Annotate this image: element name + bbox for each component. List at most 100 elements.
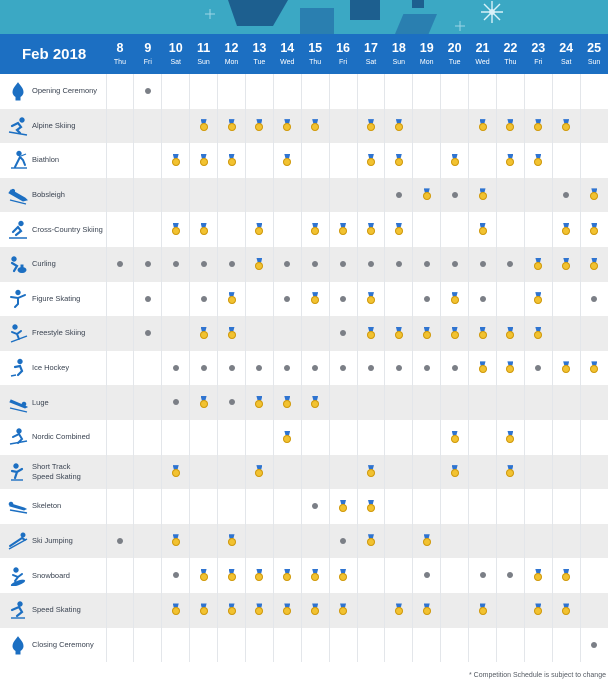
snowflake-icon bbox=[205, 6, 215, 19]
day-cell bbox=[328, 212, 358, 247]
medal-icon bbox=[199, 222, 209, 236]
event-cell: Biathlon bbox=[0, 143, 106, 178]
day-cell bbox=[244, 108, 274, 144]
day-of-week: Thu bbox=[309, 58, 322, 66]
day-cell bbox=[356, 454, 385, 490]
competition-dot bbox=[563, 191, 570, 198]
day-cell bbox=[133, 627, 162, 663]
day-cell bbox=[189, 108, 218, 144]
day-cell bbox=[495, 177, 525, 213]
day-cell bbox=[384, 246, 413, 282]
competition-dot bbox=[200, 261, 207, 268]
day-cell bbox=[189, 212, 218, 247]
day-cell bbox=[105, 592, 134, 628]
event-name: Short Track Speed Skating bbox=[32, 461, 81, 481]
day-cell bbox=[579, 523, 608, 559]
day-cell bbox=[495, 558, 525, 593]
medal-icon bbox=[505, 326, 515, 340]
medal-icon bbox=[227, 603, 237, 616]
competition-dot bbox=[228, 399, 235, 406]
day-cell bbox=[356, 523, 385, 559]
medal-icon bbox=[478, 603, 488, 616]
event-row: Ice Hockey bbox=[0, 350, 608, 386]
day-cell bbox=[161, 385, 190, 420]
day-cell bbox=[440, 316, 469, 351]
day-cell bbox=[161, 627, 190, 663]
day-cell bbox=[105, 212, 134, 247]
event-row: Short Track Speed Skating bbox=[0, 454, 608, 490]
day-cell bbox=[495, 212, 525, 247]
day-cell bbox=[189, 419, 218, 455]
day-cell bbox=[133, 523, 162, 559]
event-cell: Speed Skating bbox=[0, 592, 106, 628]
event-cell: Cross-Country Skiing bbox=[0, 212, 106, 247]
day-cell bbox=[133, 419, 162, 455]
banner-pattern-block bbox=[412, 0, 424, 8]
day-cell bbox=[468, 489, 497, 524]
day-cell bbox=[468, 143, 497, 178]
day-number: 9 bbox=[144, 40, 152, 55]
day-cell bbox=[468, 246, 497, 282]
day-cell bbox=[579, 558, 608, 593]
day-cell bbox=[551, 627, 581, 663]
day-cell bbox=[328, 419, 358, 455]
day-number: 22 bbox=[503, 40, 518, 55]
day-of-week: Fri bbox=[338, 58, 348, 66]
day-cell bbox=[161, 419, 190, 455]
day-cell bbox=[161, 558, 190, 593]
day-cell bbox=[161, 523, 190, 559]
day-cell bbox=[495, 281, 525, 317]
day-cell bbox=[468, 419, 497, 455]
day-cell bbox=[105, 419, 134, 455]
competition-dot bbox=[507, 572, 514, 579]
medal-icon bbox=[394, 153, 404, 167]
day-cell bbox=[412, 74, 441, 109]
day-cell bbox=[328, 246, 358, 282]
event-name: Opening Ceremony bbox=[32, 86, 98, 96]
day-cell bbox=[105, 316, 134, 351]
day-header: 14 Wed bbox=[273, 34, 302, 74]
day-cell bbox=[272, 108, 302, 144]
decorative-banner bbox=[0, 0, 608, 34]
day-cell bbox=[495, 108, 525, 144]
day-cell bbox=[189, 316, 218, 351]
day-cell bbox=[384, 177, 413, 213]
competition-dot bbox=[451, 191, 458, 198]
medal-icon bbox=[254, 568, 264, 582]
day-cell bbox=[300, 143, 330, 178]
snowflake-icon bbox=[455, 18, 465, 31]
day-cell bbox=[105, 454, 134, 490]
event-cell: Curling bbox=[0, 246, 106, 282]
competition-dot bbox=[591, 641, 598, 648]
medal-icon bbox=[450, 430, 460, 444]
day-cell bbox=[133, 385, 162, 420]
skeleton-icon bbox=[7, 496, 29, 516]
banner-pattern-block bbox=[395, 14, 437, 34]
medal-icon bbox=[589, 222, 599, 236]
day-cell bbox=[105, 281, 134, 317]
medal-icon bbox=[394, 222, 404, 236]
day-of-week: Mon bbox=[224, 58, 239, 66]
day-cell bbox=[412, 385, 441, 420]
day-cell bbox=[412, 627, 441, 663]
day-cell bbox=[328, 108, 358, 144]
day-cell bbox=[384, 385, 413, 420]
day-header: 8 Thu bbox=[106, 34, 134, 74]
month-label: Feb 2018 bbox=[0, 34, 106, 74]
medal-icon bbox=[561, 603, 571, 616]
day-cell bbox=[551, 74, 581, 109]
day-cell bbox=[495, 246, 525, 282]
day-cell bbox=[356, 592, 385, 628]
biathlon-icon bbox=[7, 150, 29, 170]
competition-dot bbox=[423, 295, 430, 302]
event-row: Biathlon bbox=[0, 143, 608, 178]
day-cell bbox=[300, 489, 330, 524]
medal-icon bbox=[589, 361, 599, 374]
day-cell bbox=[244, 177, 274, 213]
day-cell bbox=[300, 212, 330, 247]
short-track-icon bbox=[7, 462, 29, 482]
day-cell bbox=[105, 489, 134, 524]
competition-dot bbox=[535, 364, 542, 371]
medal-icon bbox=[366, 222, 376, 236]
day-cell bbox=[523, 281, 553, 317]
